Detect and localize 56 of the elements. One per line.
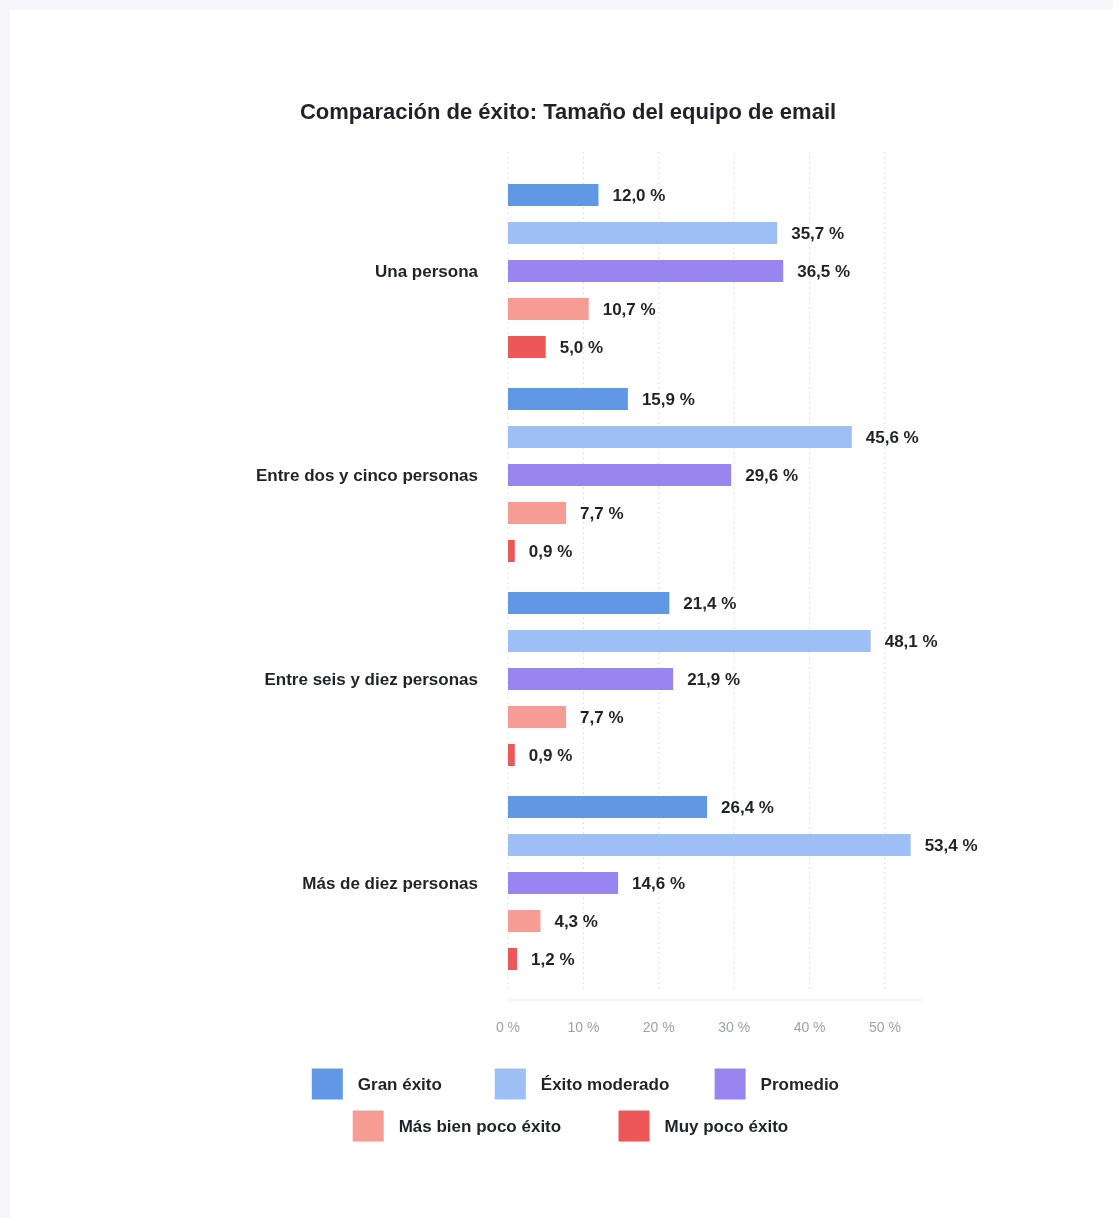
data-label: 7,7 % — [580, 504, 624, 523]
chart-title: Comparación de éxito: Tamaño del equipo de email — [299, 99, 837, 124]
y-tick-label: Más de diez personas — [302, 874, 478, 893]
bar — [508, 834, 911, 856]
data-label: 7,7 % — [580, 708, 624, 727]
bar — [508, 388, 628, 410]
x-tick-label: 20 % — [642, 1019, 675, 1035]
y-tick-label: Una persona — [375, 262, 479, 281]
bar — [508, 796, 708, 818]
bar — [508, 948, 518, 970]
x-tick-label: 10 % — [567, 1019, 600, 1035]
bar — [508, 184, 599, 206]
data-label: 0,9 % — [528, 746, 573, 765]
legend-label: Promedio — [760, 1075, 840, 1094]
data-label: 21,4 % — [683, 594, 737, 613]
bar — [508, 668, 674, 690]
bar — [508, 502, 567, 524]
bar — [508, 872, 619, 894]
data-label: 12,0 % — [612, 186, 666, 205]
bar — [508, 706, 567, 728]
data-label: 4,3 % — [554, 912, 598, 931]
data-label: 1,2 % — [531, 950, 575, 969]
legend-label: Muy poco éxito — [664, 1117, 789, 1136]
bar — [508, 464, 732, 486]
data-label: 35,7 % — [791, 224, 845, 243]
data-label: 36,5 % — [797, 262, 851, 281]
data-label: 0,9 % — [528, 542, 573, 561]
bar — [508, 260, 784, 282]
y-tick-label: Entre dos y cinco personas — [255, 466, 478, 485]
data-label: 14,6 % — [632, 874, 686, 893]
data-label: 5,0 % — [559, 338, 604, 357]
data-label: 29,6 % — [745, 466, 799, 485]
bar — [508, 744, 515, 766]
bar — [508, 910, 541, 932]
bar — [508, 222, 778, 244]
legend-label: Más bien poco éxito — [398, 1117, 562, 1136]
legend-label: Gran éxito — [357, 1075, 442, 1094]
y-tick-label: Entre seis y diez personas — [264, 670, 478, 689]
data-label: 45,6 % — [865, 428, 919, 447]
data-label: 53,4 % — [924, 836, 978, 855]
x-tick-label: 0 % — [495, 1019, 521, 1035]
data-label: 48,1 % — [884, 632, 938, 651]
bar — [508, 336, 546, 358]
bar — [508, 298, 589, 320]
bar — [508, 630, 871, 652]
legend-label: Éxito moderado — [540, 1075, 670, 1094]
data-label: 15,9 % — [641, 390, 695, 409]
data-label: 21,9 % — [687, 670, 741, 689]
bar — [508, 540, 515, 562]
x-tick-label: 50 % — [869, 1019, 901, 1035]
bar — [508, 426, 852, 448]
x-tick-label: 40 % — [793, 1019, 826, 1035]
bar — [508, 592, 670, 614]
data-label: 10,7 % — [602, 300, 656, 319]
data-label: 26,4 % — [721, 798, 774, 817]
x-tick-label: 30 % — [718, 1019, 751, 1035]
